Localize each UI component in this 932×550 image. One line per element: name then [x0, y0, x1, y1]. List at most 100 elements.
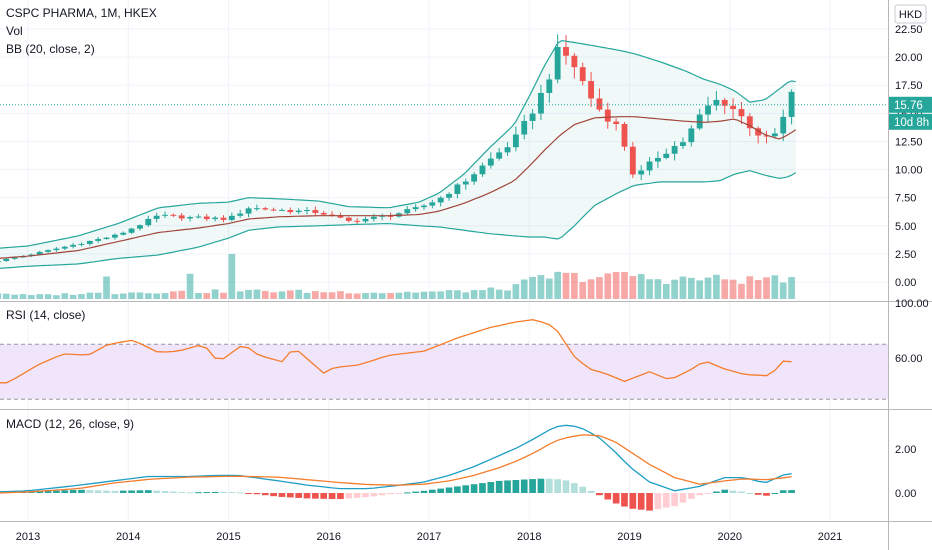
currency-label: HKD — [899, 9, 922, 21]
macd-indicator-label[interactable]: MACD (12, 26, close, 9) — [6, 417, 134, 431]
macd-histogram-bar — [119, 490, 127, 493]
bar-countdown: 10d 8h — [894, 117, 929, 129]
candle-body — [529, 113, 536, 121]
macd-histogram-bar — [579, 486, 587, 493]
candle-body — [446, 193, 452, 198]
time-tick-label: 2021 — [818, 531, 842, 543]
candle-body — [412, 207, 419, 210]
volume-bar — [520, 279, 528, 299]
volume-bar — [504, 290, 511, 299]
price-tick-label: 5.00 — [895, 221, 916, 233]
price-tick-label: 10.00 — [895, 165, 923, 177]
macd-histogram-bar — [36, 491, 44, 493]
candle-body — [462, 181, 469, 185]
volume-bar — [746, 276, 754, 299]
macd-histogram-bar — [261, 493, 269, 496]
macd-histogram-bar — [69, 489, 77, 493]
candle-body — [563, 47, 569, 56]
volume-bar — [128, 292, 135, 299]
volume-bar — [378, 293, 386, 299]
candle-body — [554, 47, 561, 80]
volume-bar — [412, 292, 419, 299]
volume-bar — [303, 292, 311, 299]
volume-bar — [479, 290, 486, 299]
candle-body — [304, 210, 310, 212]
symbol-title[interactable]: CSPC PHARMA, 1M, HKEX — [6, 6, 157, 20]
macd-histogram-bar — [387, 493, 394, 495]
macd-histogram-bar — [445, 487, 453, 493]
rsi-band-fill — [0, 344, 888, 400]
macd-histogram-bar — [420, 490, 428, 493]
candle-body — [713, 99, 720, 106]
macd-histogram-bar — [111, 490, 119, 493]
volume-bar — [571, 272, 578, 299]
macd-histogram-bar — [479, 483, 486, 493]
bollinger-indicator-label[interactable]: BB (20, close, 2) — [6, 42, 95, 56]
volume-bar — [387, 293, 394, 299]
macd-histogram-bar — [554, 479, 561, 493]
macd-tick-label: 2.00 — [895, 444, 916, 456]
macd-histogram-bar — [27, 491, 35, 493]
volume-bar — [69, 294, 77, 299]
macd-histogram-bar — [562, 480, 570, 493]
candle-body — [203, 216, 210, 220]
macd-histogram-bar — [161, 491, 169, 493]
volume-bar — [161, 293, 169, 299]
volume-bar — [587, 279, 595, 299]
macd-axis[interactable]: 2.00 0.00 — [895, 444, 916, 500]
volume-bar — [220, 292, 227, 299]
rsi-indicator-label[interactable]: RSI (14, close) — [6, 308, 85, 322]
price-tick-label: 17.50 — [895, 80, 923, 92]
volume-bar — [763, 277, 770, 299]
macd-histogram-bar — [253, 493, 261, 495]
volume-bar — [211, 289, 219, 299]
candle-body — [788, 91, 795, 117]
candle-body — [3, 258, 10, 261]
volume-indicator-label[interactable]: Vol — [6, 24, 23, 38]
candle-body — [195, 216, 202, 218]
volume-bar — [270, 292, 277, 299]
macd-histogram-bar — [144, 490, 152, 493]
macd-histogram-bar — [537, 478, 545, 493]
volume-bar — [738, 283, 745, 299]
volume-bar — [144, 293, 152, 299]
volume-bar — [94, 292, 102, 299]
candle-body — [220, 217, 227, 220]
candle-body — [187, 217, 193, 219]
volume-bar — [245, 289, 252, 299]
volume-bars — [0, 254, 795, 299]
candle-body — [496, 152, 503, 159]
volume-bar — [320, 292, 328, 299]
candle-body — [738, 109, 745, 117]
candle-body — [153, 215, 160, 219]
macd-histogram-bar — [671, 493, 678, 507]
time-axis[interactable]: 2013 2014 2015 2016 2017 2018 2019 2020 2021 — [16, 531, 842, 543]
macd-histogram-bar — [211, 491, 219, 493]
volume-bar — [512, 284, 520, 299]
currency-button[interactable]: HKD — [894, 4, 927, 24]
volume-bar — [337, 291, 344, 299]
candle-body — [621, 123, 628, 147]
macd-pane[interactable] — [0, 424, 795, 511]
rsi-pane[interactable] — [0, 319, 888, 400]
volume-bar — [662, 283, 670, 299]
volume-bar — [295, 289, 303, 299]
macd-histogram-bar — [662, 493, 670, 508]
price-pane[interactable] — [0, 0, 888, 521]
macd-histogram-bar — [754, 493, 762, 495]
candle-body — [120, 232, 127, 235]
macd-histogram-bar — [128, 490, 135, 493]
candle-body — [337, 215, 344, 218]
bollinger-basis-line — [0, 116, 797, 259]
macd-histogram-bar — [94, 490, 102, 493]
candle-body — [212, 217, 219, 220]
candle-body — [629, 146, 636, 175]
candle-body — [312, 210, 319, 213]
volume-bar — [253, 289, 261, 299]
rsi-axis[interactable]: 100.00 60.00 — [895, 298, 929, 365]
candle-body — [320, 212, 327, 215]
signal-line — [0, 434, 792, 494]
last-price-badge: 15.76 10d 8h — [889, 96, 932, 130]
bollinger-bands — [0, 39, 797, 269]
candle-body — [663, 153, 670, 158]
